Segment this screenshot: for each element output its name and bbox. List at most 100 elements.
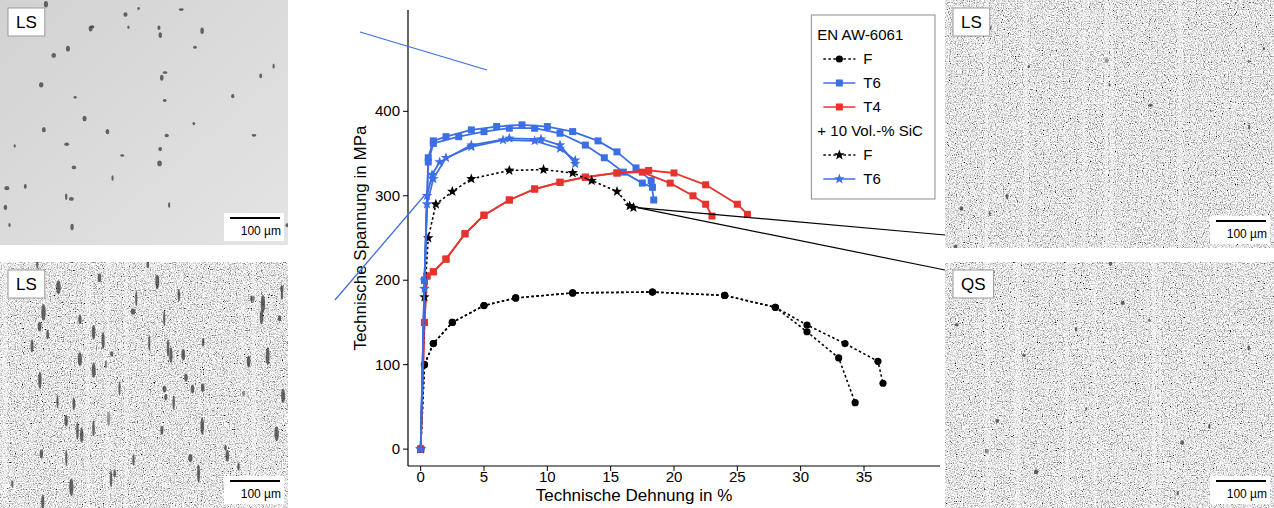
series-line xyxy=(421,170,634,450)
particle xyxy=(92,325,96,340)
micrograph-label: LS xyxy=(16,275,37,294)
data-point xyxy=(835,354,842,361)
particle xyxy=(120,154,124,157)
data-point xyxy=(557,179,564,186)
particle xyxy=(41,304,45,321)
streak xyxy=(1082,0,1085,248)
label-box xyxy=(953,8,990,36)
particle xyxy=(74,96,77,99)
scale-box xyxy=(1210,216,1270,244)
particle xyxy=(158,147,162,151)
streak xyxy=(1110,0,1113,248)
data-point xyxy=(531,186,538,193)
particle xyxy=(225,450,229,462)
legend-label: F xyxy=(863,146,872,163)
y-axis xyxy=(407,10,408,466)
y-tick xyxy=(403,111,408,112)
particle xyxy=(280,285,283,292)
particle xyxy=(98,274,102,283)
label-box xyxy=(8,270,45,298)
data-point xyxy=(480,302,487,309)
particle xyxy=(1022,354,1026,357)
particle xyxy=(260,310,264,324)
data-point xyxy=(639,180,646,187)
data-point xyxy=(512,294,519,301)
particle xyxy=(11,480,13,487)
legend-label: T6 xyxy=(863,170,881,187)
particle xyxy=(8,223,10,227)
micrograph-ground xyxy=(0,0,288,245)
micrograph-ground xyxy=(945,262,1274,508)
particle xyxy=(192,122,195,125)
micrograph xyxy=(0,0,288,245)
data-point xyxy=(430,340,437,347)
particle xyxy=(162,386,166,392)
particle xyxy=(46,330,49,339)
x-tick-label: 0 xyxy=(416,468,424,485)
data-point xyxy=(431,199,441,209)
particle xyxy=(41,494,44,508)
particle xyxy=(4,205,8,210)
y-axis-title: Technische Spannung in MPa xyxy=(351,125,370,350)
data-point xyxy=(569,289,576,296)
scale-box xyxy=(1210,476,1270,504)
micrograph-label: QS xyxy=(961,275,986,294)
micrograph-ground xyxy=(0,262,288,508)
data-point xyxy=(614,169,621,176)
data-point xyxy=(582,142,589,149)
data-point xyxy=(595,137,602,144)
micrograph-texture xyxy=(945,0,1274,248)
data-point xyxy=(512,294,519,301)
particle xyxy=(44,1,48,7)
particle xyxy=(1180,440,1184,445)
micrograph xyxy=(0,262,288,508)
streak xyxy=(985,0,989,248)
particle xyxy=(953,245,957,248)
particle xyxy=(65,193,67,200)
legend-label: T4 xyxy=(863,98,881,115)
data-point xyxy=(480,302,487,309)
data-point xyxy=(586,175,596,185)
particle xyxy=(82,116,86,121)
series-line xyxy=(421,140,576,449)
legend-label: T6 xyxy=(863,74,881,91)
streak xyxy=(241,262,243,508)
particle xyxy=(101,332,104,349)
data-point xyxy=(639,169,646,176)
particle xyxy=(169,347,172,363)
particle xyxy=(157,26,160,31)
particle xyxy=(56,394,58,408)
series xyxy=(415,133,580,454)
y-tick xyxy=(403,449,408,450)
streak xyxy=(106,262,110,508)
data-point xyxy=(447,186,457,196)
particle xyxy=(38,372,42,389)
data-point xyxy=(531,125,538,132)
particle xyxy=(193,46,197,49)
particle xyxy=(231,94,234,98)
scale-label: 100 µm xyxy=(241,224,281,238)
data-point xyxy=(430,340,437,347)
particle xyxy=(1027,65,1030,68)
streak xyxy=(1094,262,1097,508)
data-point xyxy=(772,304,779,311)
series xyxy=(415,135,580,454)
micrograph-texture xyxy=(0,262,288,508)
data-point xyxy=(422,199,432,209)
particle xyxy=(38,322,42,332)
particle xyxy=(167,339,170,357)
particle xyxy=(955,323,959,326)
data-point xyxy=(430,140,437,147)
data-point xyxy=(803,321,810,328)
particle xyxy=(188,454,192,462)
data-point xyxy=(702,181,709,188)
data-point xyxy=(612,186,622,196)
data-point xyxy=(690,192,697,199)
series xyxy=(417,288,859,452)
scale-label: 100 µm xyxy=(1227,227,1267,241)
data-point xyxy=(601,154,608,161)
x-tick-label: 25 xyxy=(729,468,746,485)
legend: EN AW-6061FT6T4+ 10 Vol.-% SiCFT6 xyxy=(811,15,935,199)
streak xyxy=(1104,0,1108,248)
scale-bar xyxy=(1216,220,1266,222)
